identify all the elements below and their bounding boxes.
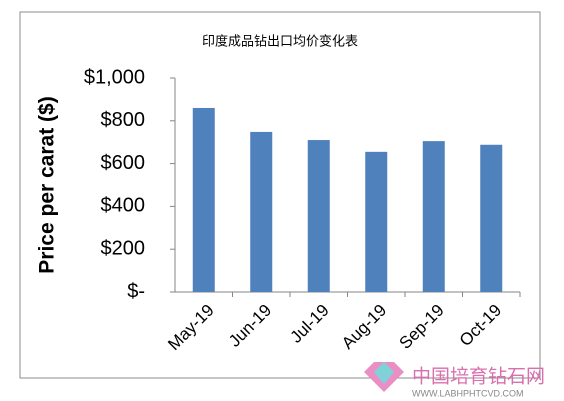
y-tick-label: $200	[101, 237, 146, 259]
chart-title: 印度成品钻出口均价变化表	[202, 34, 358, 50]
y-tick-label: $400	[101, 195, 146, 217]
bar	[192, 107, 215, 293]
bar	[250, 131, 273, 292]
watermark: 中国培育钻石网 WWW.LABHPHTCVD.COM	[364, 362, 545, 398]
y-tick-label: $1,000	[84, 66, 145, 88]
y-axis-title: Price per carat ($)	[36, 96, 59, 273]
bar	[422, 141, 445, 292]
bar	[307, 140, 330, 292]
watermark-name: 中国培育钻石网	[412, 366, 545, 388]
bar	[365, 151, 388, 292]
y-tick-label: $600	[101, 152, 146, 174]
watermark-url: WWW.LABHPHTCVD.COM	[412, 388, 524, 398]
y-tick-label: $-	[127, 280, 145, 302]
chart-frame	[19, 11, 541, 379]
bar	[480, 144, 503, 292]
diamond-facet	[374, 362, 394, 384]
y-tick-label: $800	[101, 109, 146, 131]
